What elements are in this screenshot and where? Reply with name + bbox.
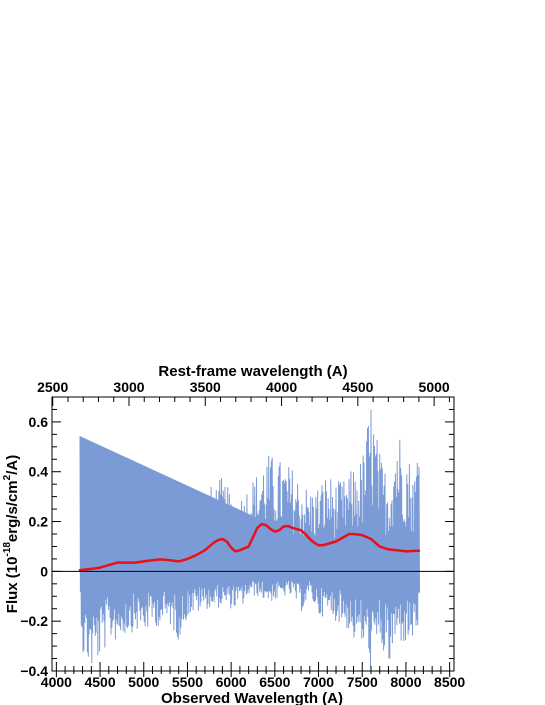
y-axis-title-exp: -18 (2, 542, 13, 557)
x-tick-label: 8000 (390, 674, 421, 690)
top-x-tick-label: 4500 (342, 379, 373, 395)
top-x-tick-label: 4000 (266, 379, 297, 395)
y-tick-label: 0.6 (29, 414, 49, 430)
y-tick-label: 0 (40, 563, 48, 579)
y-tick-label: 0.2 (29, 514, 49, 530)
y-axis-title: Flux (10-18erg/s/cm2/A) (2, 455, 21, 613)
top-x-tick-label: 3000 (113, 379, 144, 395)
smoothed-spectrum-layer (78, 522, 421, 572)
y-tick-label: 0.4 (29, 464, 49, 480)
axis-ticks: 4000 4500 5000 5500 6000 6500 7000 7500 8000 8500… (20, 379, 465, 690)
smoothed-spectrum-line (78, 522, 421, 572)
y-axis-title-end: /A) (4, 455, 21, 475)
x-tick-label: 5000 (128, 674, 159, 690)
top-x-tick-label: 5000 (419, 379, 450, 395)
x-tick-label: 4500 (84, 674, 115, 690)
x-tick-label: 7500 (347, 674, 378, 690)
top-axis-title: Rest-frame wavelength (A) (158, 363, 347, 380)
y-tick-label: −0.2 (20, 613, 48, 629)
top-x-tick-label: 3500 (190, 379, 221, 395)
x-tick-label: 4000 (41, 674, 72, 690)
y-tick-label: −0.4 (20, 663, 48, 679)
x-axis-title: Observed Wavelength (A) (161, 690, 343, 705)
x-tick-label: 6000 (216, 674, 247, 690)
y-axis-title-main: Flux (10 (4, 557, 21, 614)
x-tick-label: 7000 (303, 674, 334, 690)
y-axis-title-mid: erg/s/cm (4, 480, 21, 542)
x-tick-label: 5500 (172, 674, 203, 690)
x-tick-label: 8500 (434, 674, 465, 690)
top-x-tick-label: 2500 (37, 379, 68, 395)
x-tick-label: 6500 (259, 674, 290, 690)
y-axis-title-exp2: 2 (2, 474, 13, 480)
